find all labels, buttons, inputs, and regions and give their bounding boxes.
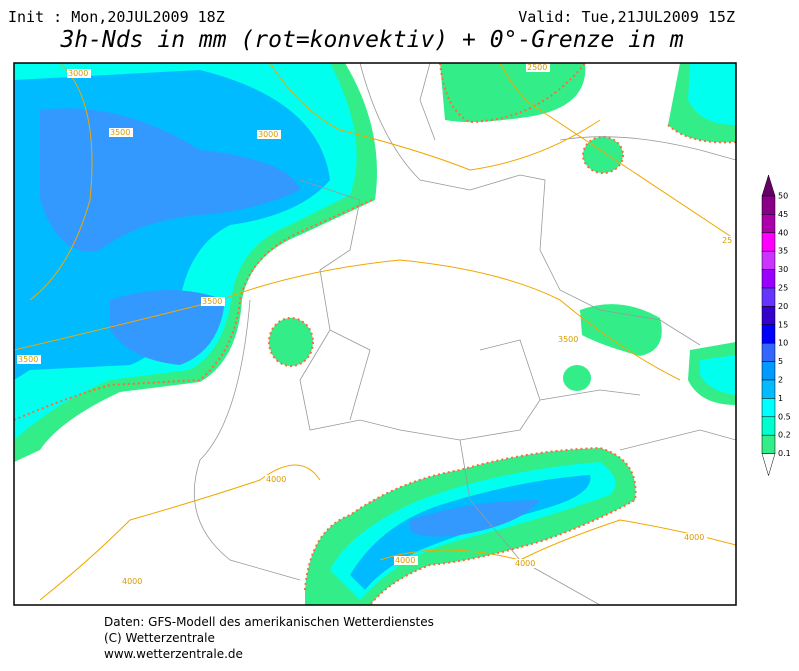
legend-swatch <box>761 174 776 197</box>
contour-label-bg <box>67 69 91 78</box>
legend-label: 5 <box>778 357 783 366</box>
legend-label: 20 <box>778 302 788 311</box>
legend-label: 2 <box>778 376 783 385</box>
legend-label: 0.1 <box>778 449 791 458</box>
legend-label: 40 <box>778 228 788 237</box>
contour-label: 3000 <box>68 69 88 78</box>
contour-label: 4000 <box>684 533 704 542</box>
contour-label-bg <box>394 556 418 565</box>
legend-swatch <box>761 250 776 270</box>
legend-swatch <box>761 195 776 215</box>
legend-swatch <box>761 342 776 362</box>
legend-swatch <box>761 434 776 454</box>
legend-swatch <box>761 287 776 307</box>
legend-swatch <box>761 416 776 436</box>
footer-line: www.wetterzentrale.de <box>104 647 243 661</box>
legend-swatch <box>761 324 776 344</box>
contour-label-bg <box>683 533 707 542</box>
contour-label: 3500 <box>110 128 130 137</box>
map-frame <box>13 62 737 606</box>
legend: 50 45 40 35 30 25 20 15 10 5 2 1 0.5 0.2 0.1 <box>761 174 791 477</box>
contour-label: 25 <box>722 236 732 245</box>
contour-label: 4000 <box>266 475 286 484</box>
legend-swatch <box>761 269 776 289</box>
contour-label: 4000 <box>122 577 142 586</box>
contour-label-bg <box>265 475 289 484</box>
legend-swatch <box>761 214 776 234</box>
valid-time: Valid: Tue,21JUL2009 15Z <box>518 8 735 26</box>
legend-label: 15 <box>778 320 788 329</box>
contour-label: 3500 <box>558 335 578 344</box>
legend-label: 25 <box>778 284 788 293</box>
contour-label: 4000 <box>515 559 535 568</box>
init-time: Init : Mon,20JUL2009 18Z <box>8 8 225 26</box>
footer-line: Daten: GFS-Modell des amerikanischen Wet… <box>104 615 434 629</box>
legend-swatch <box>761 398 776 418</box>
contour-label-bg <box>201 297 225 306</box>
contour-label-bg <box>17 355 41 364</box>
legend-swatch <box>761 453 776 477</box>
contour-label: 4000 <box>395 556 415 565</box>
contour-label-bg <box>721 236 736 245</box>
legend-label: 50 <box>778 192 788 201</box>
legend-label: 45 <box>778 210 788 219</box>
legend-label: 35 <box>778 247 788 256</box>
legend-swatch <box>761 306 776 326</box>
legend-label: 30 <box>778 265 788 274</box>
legend-swatch <box>761 232 776 252</box>
contour-label-bg <box>121 577 145 586</box>
contour-label: 3500 <box>202 297 222 306</box>
contour-label-bg <box>257 130 281 139</box>
contour-label: 3000 <box>258 130 278 139</box>
legend-label: 10 <box>778 339 788 348</box>
legend-label: 0.2 <box>778 431 791 440</box>
contour-label: 2500 <box>527 63 547 72</box>
legend-swatch <box>761 379 776 399</box>
contour-label-bg <box>557 335 581 344</box>
contour-label-bg <box>526 63 550 72</box>
legend-label: 1 <box>778 394 783 403</box>
contour-label-bg <box>109 128 133 137</box>
contour-label: 3500 <box>18 355 38 364</box>
map: 3000 3500 3000 3500 3500 2500 3500 4000 4000 4000… <box>14 63 736 605</box>
legend-label: 0.5 <box>778 412 791 421</box>
map-title: 3h-Nds in mm (rot=konvektiv) + 0°-Grenze… <box>59 27 683 53</box>
legend-swatch <box>761 361 776 381</box>
footer-line: (C) Wetterzentrale <box>104 631 215 645</box>
contour-label-bg <box>514 559 538 568</box>
